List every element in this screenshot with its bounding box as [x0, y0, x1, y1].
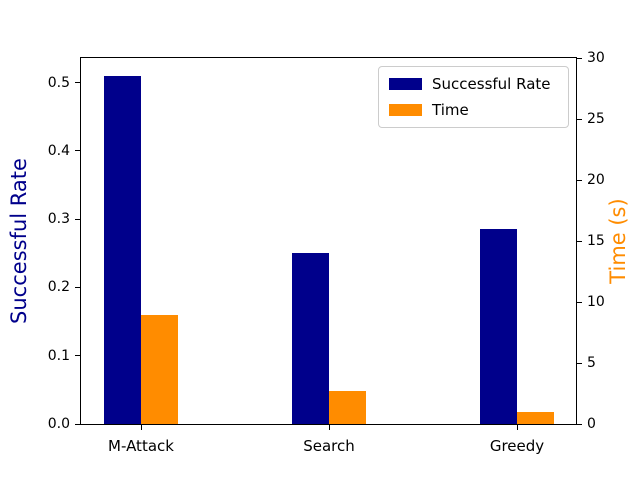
right-y-tick-label: 10	[587, 294, 605, 310]
x-tick-label-search: Search	[303, 437, 355, 455]
bar-successful-rate-greedy	[480, 229, 517, 424]
legend-swatch-successful-rate	[389, 78, 422, 91]
left-y-tick-label: 0.3	[47, 211, 70, 228]
left-y-tick-mark	[75, 218, 80, 220]
left-y-axis-label: Successful Rate	[7, 158, 31, 324]
left-y-tick-mark	[75, 82, 80, 84]
x-tick-label-greedy: Greedy	[489, 437, 545, 455]
x-tick-mark-greedy	[516, 425, 518, 430]
bar-successful-rate-m-attack	[104, 75, 141, 424]
right-y-tick-mark	[577, 301, 582, 303]
right-y-tick-label: 15	[587, 233, 605, 249]
left-y-tick-label: 0.4	[47, 142, 70, 159]
right-y-tick-label: 5	[587, 355, 596, 371]
left-y-tick-mark	[75, 150, 80, 152]
left-y-tick-label: 0.2	[47, 279, 70, 296]
legend-label-successful-rate: Successful Rate	[432, 75, 551, 93]
x-tick-label-m-attack: M-Attack	[108, 437, 174, 455]
left-y-tick-label: 0.1	[47, 347, 70, 364]
right-y-tick-mark	[577, 57, 582, 59]
right-y-axis-label: Time (s)	[606, 198, 630, 284]
left-y-tick-mark	[75, 286, 80, 288]
right-y-tick-label: 0	[587, 416, 596, 432]
left-y-tick-label: 0.5	[47, 74, 70, 91]
right-y-tick-mark	[577, 423, 582, 425]
right-y-tick-mark	[577, 118, 582, 120]
legend-item-successful-rate: Successful Rate	[389, 76, 558, 93]
legend: Successful Rate Time	[378, 66, 569, 128]
x-tick-mark-m-attack	[140, 425, 142, 430]
bar-successful-rate-search	[292, 253, 329, 424]
right-y-tick-mark	[577, 179, 582, 181]
left-y-tick-mark	[75, 355, 80, 357]
x-tick-mark-search	[328, 425, 330, 430]
bar-time-search	[329, 391, 366, 424]
left-y-tick-label: 0.0	[47, 416, 70, 432]
right-y-tick-label: 30	[587, 50, 605, 66]
right-y-tick-label: 20	[587, 172, 605, 188]
right-y-tick-label: 25	[587, 111, 605, 127]
right-y-tick-mark	[577, 240, 582, 242]
legend-item-time: Time	[389, 100, 558, 119]
right-y-tick-mark	[577, 362, 582, 364]
left-y-tick-mark	[75, 423, 80, 425]
bar-time-greedy	[517, 412, 554, 424]
legend-label-time: Time	[432, 100, 469, 119]
bar-time-m-attack	[141, 315, 178, 424]
legend-swatch-time	[389, 103, 422, 116]
plot-area: Successful Rate Time 0.0 0.1 0.2 0.3 0.4 0.5 0…	[48, 51, 605, 454]
